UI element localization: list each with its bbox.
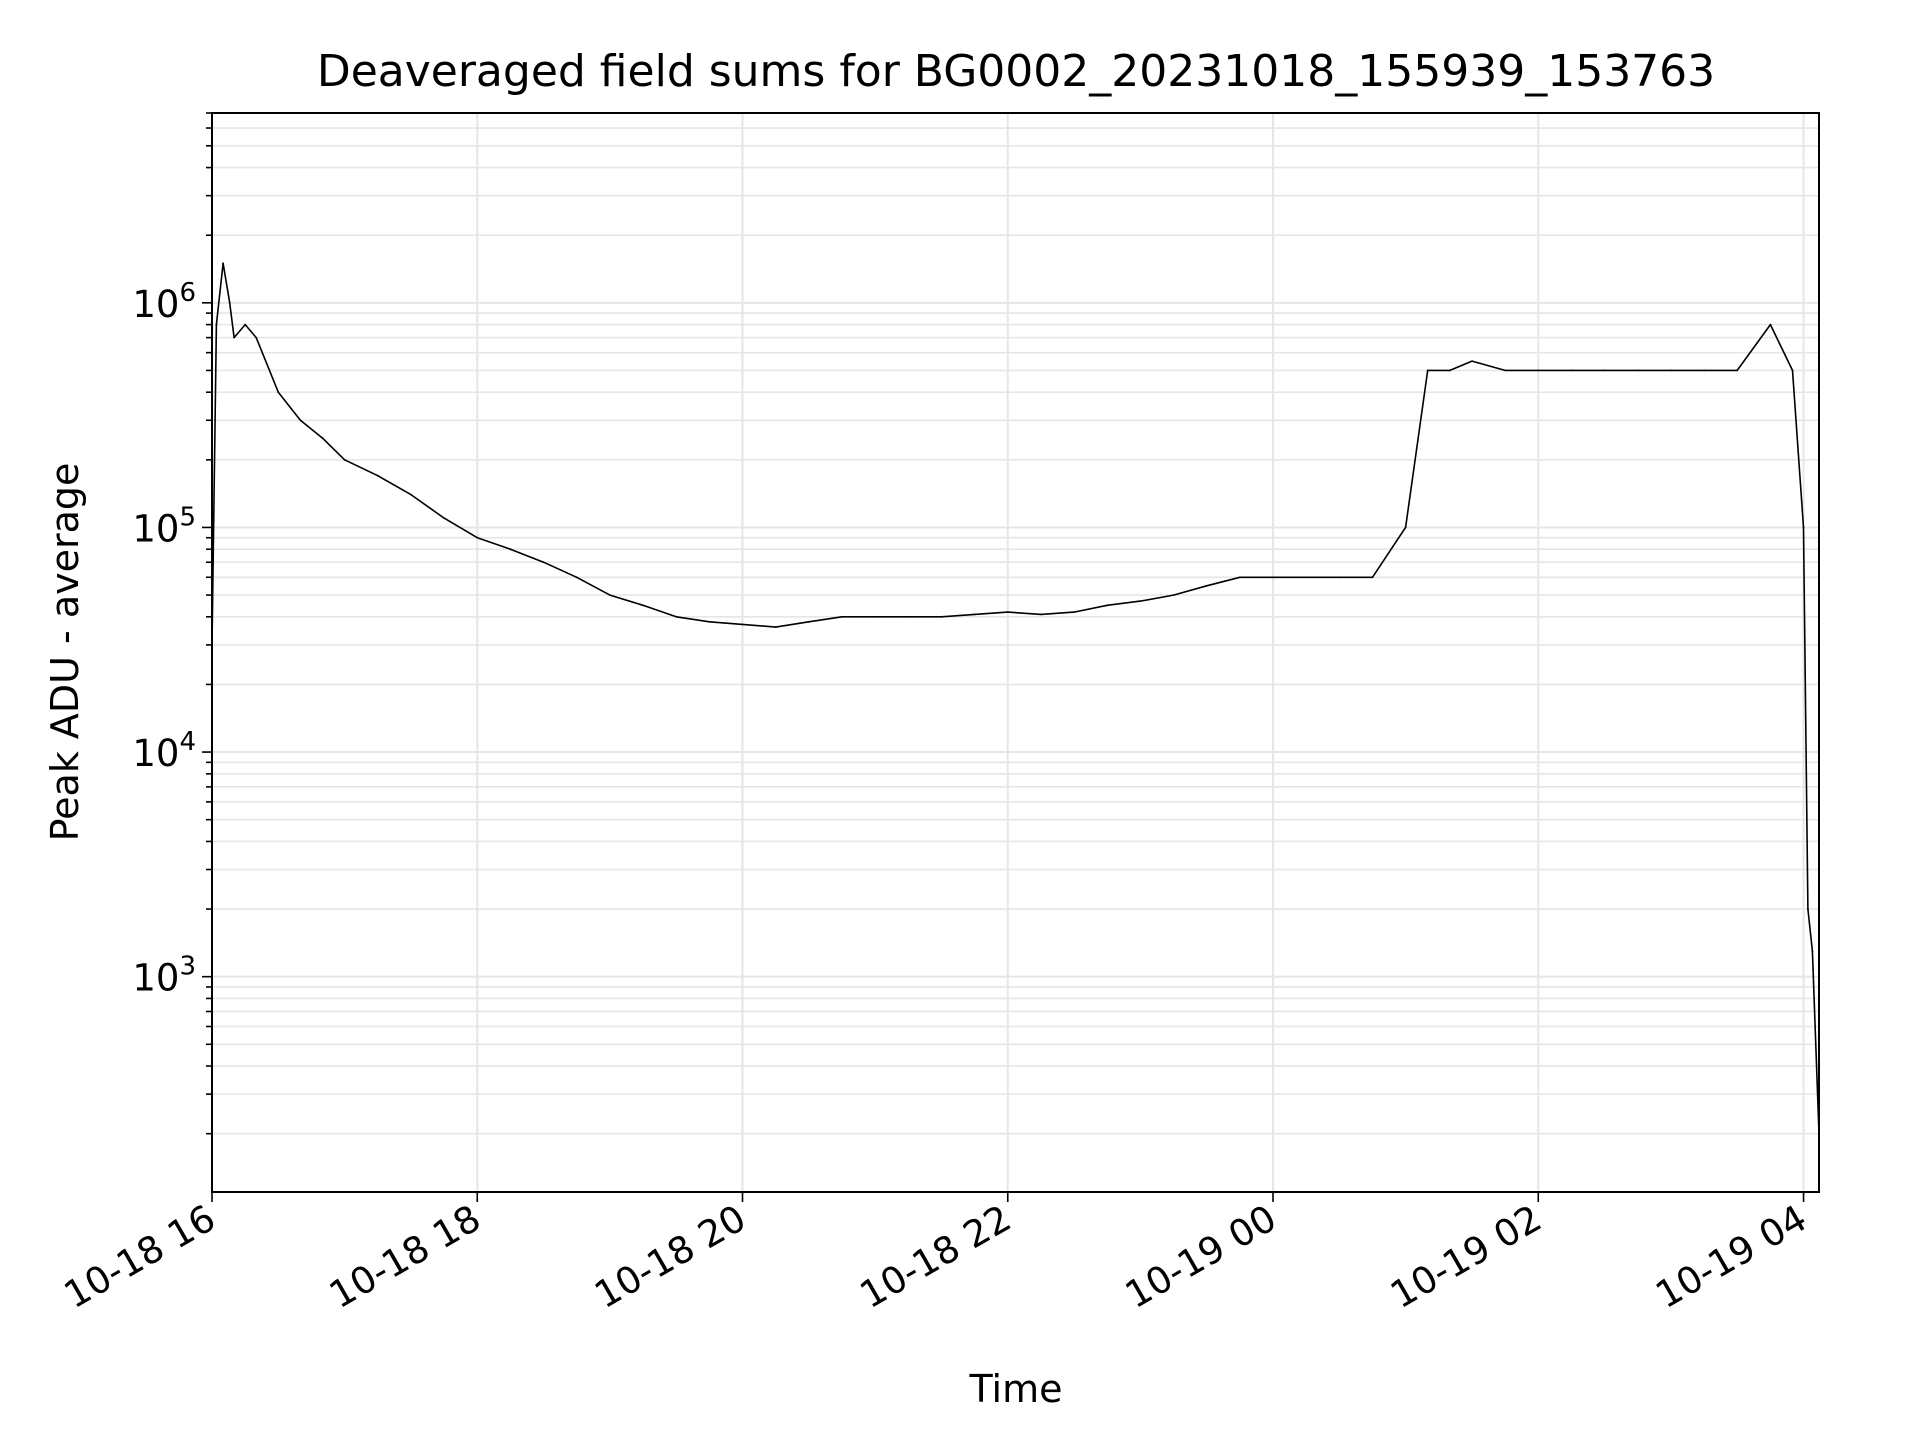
data-point: [642, 604, 644, 607]
data-point: [1769, 323, 1772, 326]
data-point: [1791, 369, 1794, 372]
data-point: [1106, 604, 1109, 607]
y-axis-label: Peak ADU - average: [43, 463, 87, 842]
data-point: [1305, 576, 1308, 579]
data-point: [907, 615, 910, 618]
data-point: [233, 336, 236, 339]
data-point: [741, 623, 744, 626]
data-point: [874, 615, 876, 618]
data-point: [807, 620, 810, 623]
data-point: [1040, 613, 1042, 616]
data-point: [1404, 526, 1407, 529]
data-point: [940, 615, 943, 618]
data-point: [708, 620, 711, 623]
data-point: [215, 323, 218, 326]
data-point: [841, 615, 843, 618]
plot-frame: [211, 112, 1820, 1193]
series-line: [211, 262, 1820, 1134]
data-point: [1811, 950, 1814, 952]
data-point: [255, 336, 258, 339]
data-point: [1504, 369, 1506, 372]
data-point: [1603, 369, 1606, 372]
data-point: [1736, 369, 1739, 372]
data-point: [1807, 908, 1809, 910]
data-point: [1802, 526, 1805, 529]
data-point: [1570, 369, 1573, 372]
data-point: [1139, 600, 1142, 602]
data-point: [1537, 369, 1540, 372]
data-point: [321, 437, 324, 439]
axis-ticks: [202, 112, 1805, 1202]
data-point: [609, 594, 611, 596]
data-point: [443, 517, 445, 519]
data-point: [376, 474, 379, 477]
data-point: [1471, 360, 1473, 362]
x-axis-label: Time: [969, 1367, 1063, 1411]
chart-title: Deaveraged field sums for BG0002_2023101…: [317, 46, 1715, 97]
y-tick-label: 103: [132, 952, 196, 1000]
data-point: [575, 576, 578, 579]
data-point: [675, 615, 678, 618]
data-point: [1449, 369, 1451, 372]
data-point: [774, 626, 777, 628]
data-point: [1205, 584, 1208, 587]
data-point: [1073, 611, 1075, 613]
data-point: [509, 548, 512, 551]
data-point: [1371, 576, 1374, 579]
data-point: [343, 458, 346, 461]
data-point: [299, 419, 302, 422]
data-point: [1239, 576, 1241, 579]
data-point: [1338, 576, 1341, 579]
data-point: [277, 391, 280, 394]
data-point: [1272, 576, 1274, 579]
data-point: [1670, 369, 1672, 372]
data-point: [542, 561, 545, 564]
data-point: [1426, 369, 1429, 372]
grid-lines: [211, 112, 1819, 1192]
plot-area: [211, 262, 1820, 1135]
y-tick-label: 106: [132, 278, 196, 326]
y-tick-labels: 103 104 105 106: [132, 278, 196, 1000]
data-point: [1703, 369, 1705, 372]
y-tick-label: 104: [132, 727, 196, 775]
data-point: [222, 262, 225, 265]
data-point: [1636, 369, 1639, 372]
y-tick-label: 105: [132, 502, 196, 550]
data-point: [244, 323, 247, 326]
data-point: [1006, 611, 1009, 613]
data-point: [228, 301, 231, 304]
data-point: [476, 536, 479, 539]
data-point: [410, 493, 412, 496]
data-point: [1172, 594, 1175, 596]
data-point: [973, 613, 976, 616]
